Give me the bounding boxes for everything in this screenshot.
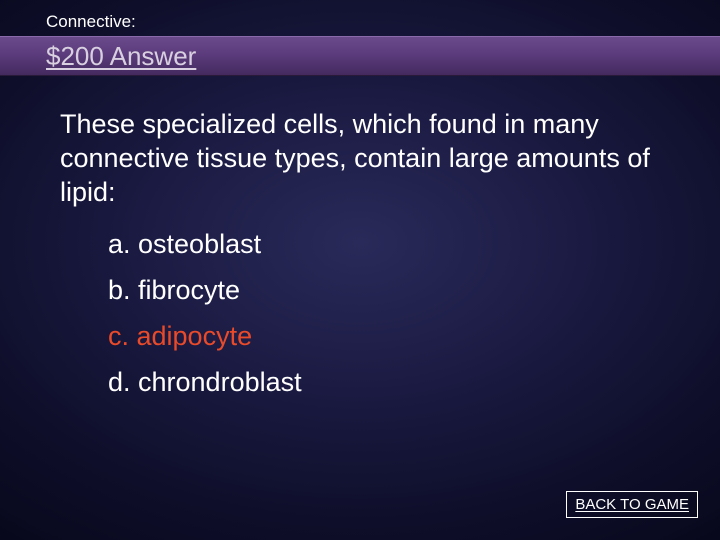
slide-header: Connective: $200 Answer [0, 0, 720, 94]
option-a: a. osteoblast [108, 229, 660, 261]
back-to-game-button[interactable]: BACK TO GAME [566, 491, 698, 518]
category-label: Connective: [0, 0, 720, 32]
options-list: a. osteoblast b. fibrocyte c. adipocyte … [60, 229, 660, 398]
option-b: b. fibrocyte [108, 275, 660, 307]
title-text: $200 Answer [46, 41, 196, 72]
option-d: d. chrondroblast [108, 367, 660, 399]
question-text: These specialized cells, which found in … [60, 108, 660, 209]
option-c: c. adipocyte [108, 321, 660, 353]
slide: Connective: $200 Answer These specialize… [0, 0, 720, 540]
title-bar: $200 Answer [0, 36, 720, 76]
slide-body: These specialized cells, which found in … [60, 108, 660, 413]
